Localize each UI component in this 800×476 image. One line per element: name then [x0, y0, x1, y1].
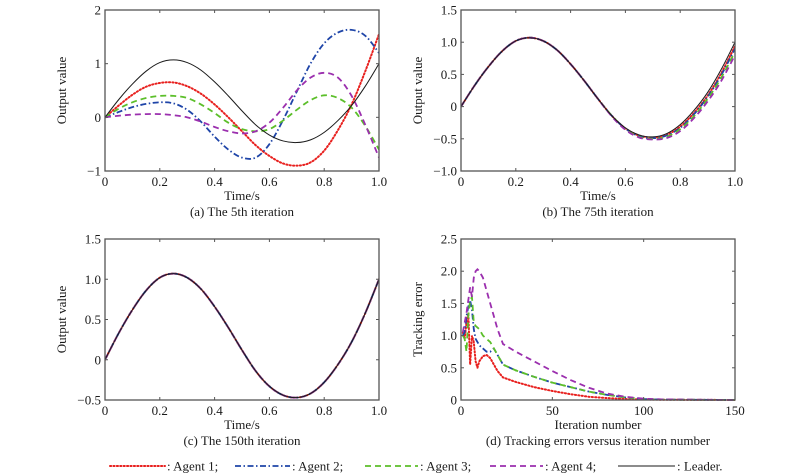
panel-caption: (a) The 5th iteration	[190, 204, 295, 219]
x-tick-label: 50	[546, 403, 559, 418]
legend: : Agent 1; : Agent 2; : Agent 3; : Agent 4;…	[109, 459, 722, 474]
y-tick-label: 2.5	[441, 232, 457, 247]
series-line-leader	[105, 273, 379, 399]
x-tick-label: 0	[458, 174, 465, 189]
x-tick-label: 100	[634, 403, 654, 418]
x-tick-label: 0.4	[206, 403, 223, 418]
series-line-agent-3	[105, 94, 379, 150]
x-tick-label: 0	[458, 403, 465, 418]
y-tick-label: 0.5	[441, 67, 457, 82]
series-line-agent-4	[105, 272, 379, 399]
series-line-agent-3	[462, 293, 735, 401]
y-tick-label: −1	[87, 164, 101, 179]
series-group	[461, 267, 735, 401]
x-tick-label: 1.0	[371, 174, 387, 189]
series-group	[105, 272, 379, 399]
legend-item-leader: : Leader.	[618, 459, 722, 474]
y-axis-label: Output value	[54, 57, 69, 125]
x-tick-label: 0.8	[672, 174, 688, 189]
x-tick-label: 0.2	[152, 403, 168, 418]
panel-c: 0 0.2 0.4 0.6 0.8 1.0−0.500.51.01.5Time/sOutp…	[54, 232, 387, 449]
legend-item-agent-2: : Agent 2;	[235, 459, 343, 474]
panel-caption: (b) The 75th iteration	[542, 204, 654, 219]
series-line-agent-3	[461, 36, 735, 140]
x-axis-label: Iteration number	[555, 417, 643, 432]
y-tick-label: 1.0	[85, 272, 101, 287]
series-line-agent-4	[461, 36, 735, 141]
x-tick-label: 0	[102, 403, 109, 418]
y-tick-label: 0.5	[441, 360, 457, 375]
series-line-agent-2	[461, 36, 735, 140]
y-tick-label: −1.0	[433, 164, 457, 179]
x-tick-label: 1.0	[371, 403, 387, 418]
panel-b: 0 0.2 0.4 0.6 0.8 1.0 −1.0 −0.5 0 0.5 1.0 1.5 Time/s…	[410, 3, 743, 220]
legend-item-agent-1: : Agent 1;	[109, 459, 218, 474]
y-axis-label: Output value	[410, 57, 425, 125]
x-tick-label: 0	[102, 174, 109, 189]
x-tick-label: 0.4	[562, 174, 579, 189]
y-tick-label: 0	[95, 110, 102, 125]
panel-d: 0 50 100 150 0 0.5 1.0 1.5 2.0 2.5 Iteration numbe…	[410, 232, 745, 449]
panel-caption: (d) Tracking errors versus iteration num…	[486, 433, 711, 448]
x-tick-label: 1.0	[727, 174, 743, 189]
panel-caption: (c) The 150th iteration	[183, 433, 301, 448]
legend-item-agent-4: : Agent 4;	[490, 459, 596, 474]
y-axis-label: Tracking error	[410, 281, 425, 357]
series-group	[105, 28, 379, 167]
legend-label: : Leader.	[677, 459, 722, 474]
y-tick-label: 1.5	[441, 296, 457, 311]
series-line-agent-1	[461, 36, 735, 139]
x-axis-label: Time/s	[224, 188, 260, 203]
x-axis-label: Time/s	[580, 188, 616, 203]
series-line-agent-3	[105, 272, 379, 399]
series-line-agent-1	[461, 312, 735, 401]
x-tick-label: 0.6	[617, 174, 634, 189]
axes-frame	[460, 9, 736, 172]
y-tick-label: −0.5	[77, 393, 101, 408]
legend-label: : Agent 4;	[545, 459, 596, 474]
series-line-agent-1	[105, 272, 379, 399]
axes-frame	[460, 238, 736, 401]
y-axis-label: Output value	[54, 286, 69, 354]
x-tick-label: 0.2	[152, 174, 168, 189]
x-axis-label: Time/s	[224, 417, 260, 432]
series-group	[461, 36, 735, 141]
x-tick-label: 0.4	[206, 174, 223, 189]
y-tick-label: 0	[451, 99, 458, 114]
x-tick-label: 0.8	[316, 174, 332, 189]
series-line-agent-2	[105, 28, 379, 160]
y-tick-label: 0	[95, 352, 102, 367]
x-tick-label: 150	[725, 403, 745, 418]
x-tick-label: 0.2	[508, 174, 524, 189]
series-line-agent-1	[105, 33, 379, 167]
axes-frame	[104, 238, 380, 401]
x-tick-label: 0.8	[316, 403, 332, 418]
legend-label: : Agent 3;	[420, 459, 471, 474]
legend-label: : Agent 2;	[292, 459, 343, 474]
y-tick-label: 2	[95, 3, 102, 18]
series-line-agent-4	[105, 71, 379, 158]
axes-frame	[104, 9, 380, 172]
y-tick-label: −0.5	[433, 131, 457, 146]
y-tick-label: 0.5	[85, 312, 101, 327]
y-tick-label: 1.0	[441, 35, 457, 50]
y-tick-label: 2.0	[441, 264, 457, 279]
y-tick-label: 1.5	[441, 3, 457, 18]
series-line-agent-4	[461, 267, 735, 401]
y-tick-label: 0	[451, 393, 458, 408]
y-tick-label: 1	[95, 56, 102, 71]
x-tick-label: 0.6	[261, 174, 278, 189]
x-tick-label: 0.6	[261, 403, 278, 418]
series-line-leader	[461, 37, 735, 138]
legend-item-agent-3: : Agent 3;	[365, 459, 471, 474]
series-line-leader	[105, 59, 379, 144]
y-tick-label: 1.5	[85, 232, 101, 247]
legend-label: : Agent 1;	[167, 459, 218, 474]
series-line-agent-2	[105, 272, 379, 399]
series-line-agent-2	[462, 299, 735, 401]
y-tick-label: 1.0	[441, 328, 457, 343]
